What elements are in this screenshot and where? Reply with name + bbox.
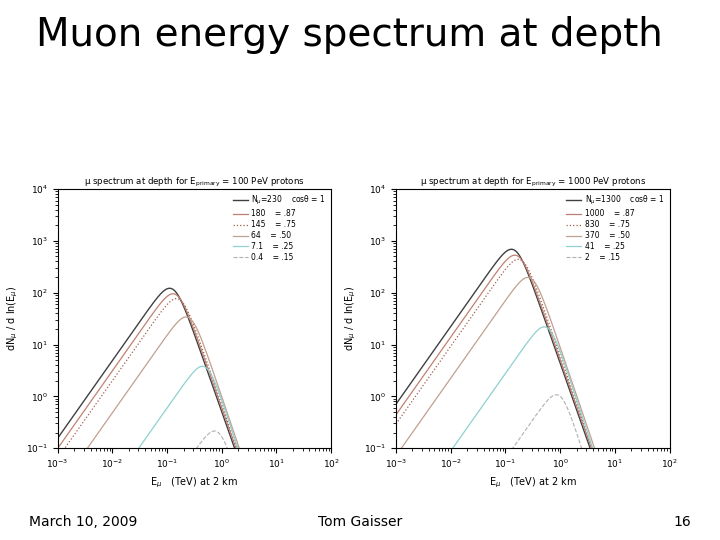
Text: 16: 16 (673, 515, 691, 529)
Legend: N$_\mu$=1300    cosθ = 1, 1000    = .87, 830    = .75, 370    = .50, 41    = .25: N$_\mu$=1300 cosθ = 1, 1000 = .87, 830 =… (563, 191, 667, 265)
Y-axis label: dN$_\mu$ / d ln(E$_\mu$): dN$_\mu$ / d ln(E$_\mu$) (6, 286, 20, 352)
Y-axis label: dN$_\mu$ / d ln(E$_\mu$): dN$_\mu$ / d ln(E$_\mu$) (344, 286, 359, 352)
Title: μ spectrum at depth for E$_\mathrm{primary}$ = 1000 PeV protons: μ spectrum at depth for E$_\mathrm{prima… (420, 176, 646, 189)
X-axis label: E$_\mu$   (TeV) at 2 km: E$_\mu$ (TeV) at 2 km (150, 476, 238, 490)
X-axis label: E$_\mu$   (TeV) at 2 km: E$_\mu$ (TeV) at 2 km (489, 476, 577, 490)
Text: March 10, 2009: March 10, 2009 (29, 515, 138, 529)
Legend: N$_\mu$=230    cosθ = 1, 180    = .87, 145    = .75, 64    = .50, 7.1    = .25, : N$_\mu$=230 cosθ = 1, 180 = .87, 145 = .… (230, 191, 329, 265)
Text: Muon energy spectrum at depth: Muon energy spectrum at depth (36, 16, 662, 54)
Text: Tom Gaisser: Tom Gaisser (318, 515, 402, 529)
Title: μ spectrum at depth for E$_\mathrm{primary}$ = 100 PeV protons: μ spectrum at depth for E$_\mathrm{prima… (84, 176, 305, 189)
